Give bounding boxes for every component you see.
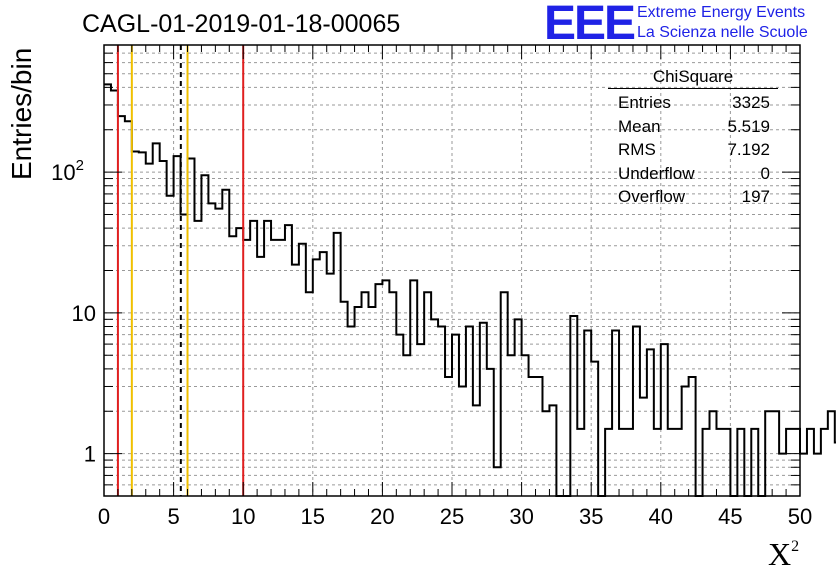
x-tick-label: 45 (718, 504, 742, 529)
chart-title: CAGL-01-2019-01-18-00065 (82, 10, 401, 38)
y-tick-label: 10 (72, 301, 96, 326)
x-tick-label: 15 (301, 504, 325, 529)
stats-value: 3325 (732, 93, 770, 112)
logo-line-1: Extreme Energy Events (637, 4, 806, 21)
stats-row-mean: Mean 5.519 (608, 115, 778, 139)
stats-box: ChiSquare Entries 3325 Mean 5.519 RMS 7.… (608, 67, 778, 209)
x-tick-label: 0 (98, 504, 110, 529)
stats-label: Entries (618, 93, 671, 112)
y-axis-label: Entries/bin (6, 47, 37, 180)
x-tick-label: 20 (370, 504, 394, 529)
y-tick-label: 102 (51, 157, 84, 185)
stats-label: Mean (618, 116, 661, 136)
x-tick-label: 25 (440, 504, 464, 529)
histogram-series (104, 83, 836, 497)
stats-row-rms: RMS 7.192 (608, 138, 778, 162)
stats-value: 0 (760, 163, 770, 183)
x-tick-label: 5 (167, 504, 179, 529)
x-tick-label: 50 (788, 504, 812, 529)
stats-label: Overflow (618, 187, 686, 206)
x-tick-label: 40 (649, 504, 673, 529)
stats-title: ChiSquare (608, 67, 778, 89)
stats-label: RMS (618, 140, 656, 159)
logo-caption: Extreme Energy Events La Scienza nelle S… (637, 3, 808, 43)
stats-row-entries: Entries 3325 (608, 91, 778, 115)
x-axis-label: X2 (768, 536, 799, 573)
y-tick-label: 1 (84, 442, 96, 467)
stats-row-underflow: Underflow 0 (608, 162, 778, 186)
stats-value: 197 (741, 187, 770, 206)
stats-label: Underflow (618, 163, 695, 183)
logo-line-2: La Scienza nelle Scuole (637, 24, 808, 41)
x-axis-label-sup: 2 (791, 538, 800, 555)
stats-row-overflow: Overflow 197 (608, 185, 778, 209)
eee-logo: EEE (544, 0, 636, 50)
stats-value: 5.519 (727, 116, 770, 136)
x-tick-label: 30 (509, 504, 533, 529)
x-axis-label-main: X (768, 536, 792, 572)
x-tick-label: 10 (231, 504, 255, 529)
stats-value: 7.192 (727, 140, 770, 159)
x-tick-label: 35 (579, 504, 603, 529)
